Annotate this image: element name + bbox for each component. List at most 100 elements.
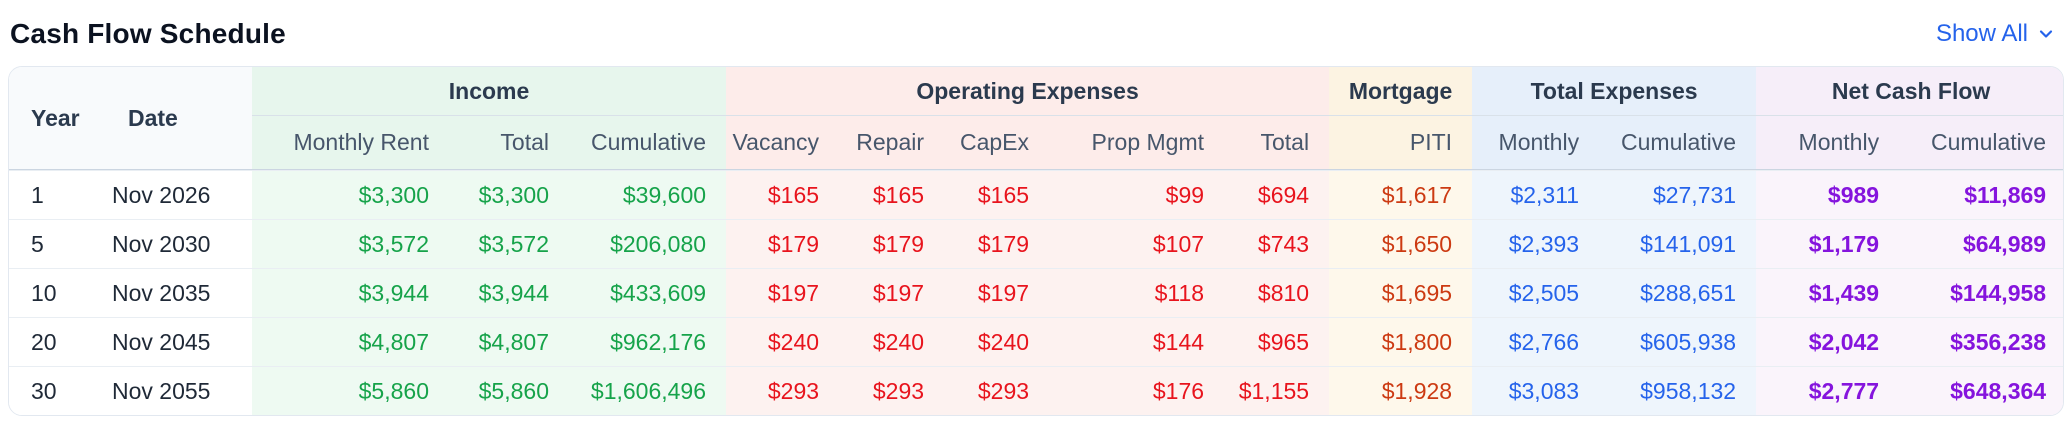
table-row: 20 Nov 2045 $4,807 $4,807 $962,176 $240 $240 $2…	[9, 317, 2063, 366]
cell-income: $4,807	[449, 317, 569, 366]
cell-year: 20	[9, 317, 106, 366]
cell-income: $3,572	[449, 219, 569, 268]
cell-mortgage: $1,695	[1329, 268, 1473, 317]
cell-op: $965	[1224, 317, 1330, 366]
column-header-income-cumulative: Cumulative	[569, 116, 727, 170]
group-header-mortgage: Mortgage	[1329, 67, 1473, 116]
cell-op: $197	[839, 268, 945, 317]
cell-income: $4,807	[252, 317, 449, 366]
cell-date: Nov 2026	[106, 170, 252, 219]
show-all-button[interactable]: Show All	[1936, 20, 2056, 48]
cell-op: $179	[839, 219, 945, 268]
cell-year: 30	[9, 366, 106, 415]
cell-te: $605,938	[1599, 317, 1757, 366]
cell-op: $179	[944, 219, 1050, 268]
column-header-total-expenses-cumulative: Cumulative	[1599, 116, 1757, 170]
cell-op: $107	[1049, 219, 1225, 268]
column-header-repair: Repair	[839, 116, 945, 170]
page-title: Cash Flow Schedule	[10, 18, 286, 49]
cell-income: $3,300	[252, 170, 449, 219]
cell-op: $165	[726, 170, 840, 219]
column-header-year: Year	[9, 67, 106, 170]
group-header-net-cash-flow: Net Cash Flow	[1756, 67, 2063, 116]
cell-date: Nov 2035	[106, 268, 252, 317]
cell-income: $5,860	[449, 366, 569, 415]
group-header-income: Income	[252, 67, 727, 116]
cell-income: $39,600	[569, 170, 727, 219]
cell-ncf: $989	[1756, 170, 1900, 219]
column-header-prop-mgmt: Prop Mgmt	[1049, 116, 1225, 170]
cell-mortgage: $1,650	[1329, 219, 1473, 268]
cell-ncf: $2,777	[1756, 366, 1900, 415]
column-header-income-total: Total	[449, 116, 569, 170]
cell-op: $694	[1224, 170, 1330, 219]
cell-te: $2,505	[1472, 268, 1600, 317]
cell-op: $240	[726, 317, 840, 366]
cell-income: $1,606,496	[569, 366, 727, 415]
cell-op: $99	[1049, 170, 1225, 219]
sub-header-row: Monthly Rent Total Cumulative Vacancy Re…	[9, 116, 2063, 170]
cell-op: $293	[726, 366, 840, 415]
cell-ncf: $64,989	[1899, 219, 2063, 268]
cell-ncf: $11,869	[1899, 170, 2063, 219]
cell-te: $2,393	[1472, 219, 1600, 268]
cell-income: $433,609	[569, 268, 727, 317]
column-header-operating-total: Total	[1224, 116, 1330, 170]
cell-te: $2,766	[1472, 317, 1600, 366]
topbar: Cash Flow Schedule Show All	[0, 0, 2072, 56]
cell-op: $197	[944, 268, 1050, 317]
table-row: 30 Nov 2055 $5,860 $5,860 $1,606,496 $293 $293…	[9, 366, 2063, 415]
cell-date: Nov 2055	[106, 366, 252, 415]
cell-ncf: $144,958	[1899, 268, 2063, 317]
cell-income: $5,860	[252, 366, 449, 415]
column-header-total-expenses-monthly: Monthly	[1472, 116, 1600, 170]
cell-income: $3,944	[252, 268, 449, 317]
cell-year: 1	[9, 170, 106, 219]
table-row: 5 Nov 2030 $3,572 $3,572 $206,080 $179 $179 $17…	[9, 219, 2063, 268]
table-row: 1 Nov 2026 $3,300 $3,300 $39,600 $165 $165 $165…	[9, 170, 2063, 219]
cell-ncf: $648,364	[1899, 366, 2063, 415]
cell-ncf: $1,179	[1756, 219, 1900, 268]
cell-op: $743	[1224, 219, 1330, 268]
column-header-net-cash-flow-monthly: Monthly	[1756, 116, 1900, 170]
cell-mortgage: $1,617	[1329, 170, 1473, 219]
column-header-net-cash-flow-cumulative: Cumulative	[1899, 116, 2063, 170]
cell-date: Nov 2045	[106, 317, 252, 366]
cell-ncf: $1,439	[1756, 268, 1900, 317]
cell-op: $293	[839, 366, 945, 415]
cell-income: $962,176	[569, 317, 727, 366]
group-header-row: Year Date Income Operating Expenses Mort…	[9, 67, 2063, 170]
cell-te: $2,311	[1472, 170, 1600, 219]
show-all-label: Show All	[1935, 20, 2028, 47]
cell-te: $288,651	[1599, 268, 1757, 317]
cell-op: $810	[1224, 268, 1330, 317]
cell-income: $3,300	[449, 170, 569, 219]
cell-income: $3,572	[252, 219, 449, 268]
column-header-vacancy: Vacancy	[726, 116, 840, 170]
cell-income: $3,944	[449, 268, 569, 317]
cell-year: 5	[9, 219, 106, 268]
cell-op: $197	[726, 268, 840, 317]
cash-flow-table-container: Year Date Income Operating Expenses Mort…	[8, 66, 2064, 416]
cell-te: $141,091	[1599, 219, 1757, 268]
cell-mortgage: $1,800	[1329, 317, 1473, 366]
table-body: 1 Nov 2026 $3,300 $3,300 $39,600 $165 $165 $165…	[9, 170, 2063, 415]
column-header-capex: CapEx	[944, 116, 1050, 170]
column-header-piti: PITI	[1329, 116, 1473, 170]
column-header-monthly-rent: Monthly Rent	[252, 116, 449, 170]
cell-ncf: $2,042	[1756, 317, 1900, 366]
cell-te: $3,083	[1472, 366, 1600, 415]
cell-op: $179	[726, 219, 840, 268]
cell-income: $206,080	[569, 219, 727, 268]
cell-op: $144	[1049, 317, 1225, 366]
chevron-down-icon	[2036, 24, 2056, 44]
cell-op: $1,155	[1224, 366, 1330, 415]
cell-date: Nov 2030	[106, 219, 252, 268]
cell-year: 10	[9, 268, 106, 317]
cash-flow-table: Year Date Income Operating Expenses Mort…	[9, 67, 2063, 415]
cell-op: $240	[839, 317, 945, 366]
cell-op: $240	[944, 317, 1050, 366]
cell-te: $958,132	[1599, 366, 1757, 415]
cell-mortgage: $1,928	[1329, 366, 1473, 415]
cell-ncf: $356,238	[1899, 317, 2063, 366]
